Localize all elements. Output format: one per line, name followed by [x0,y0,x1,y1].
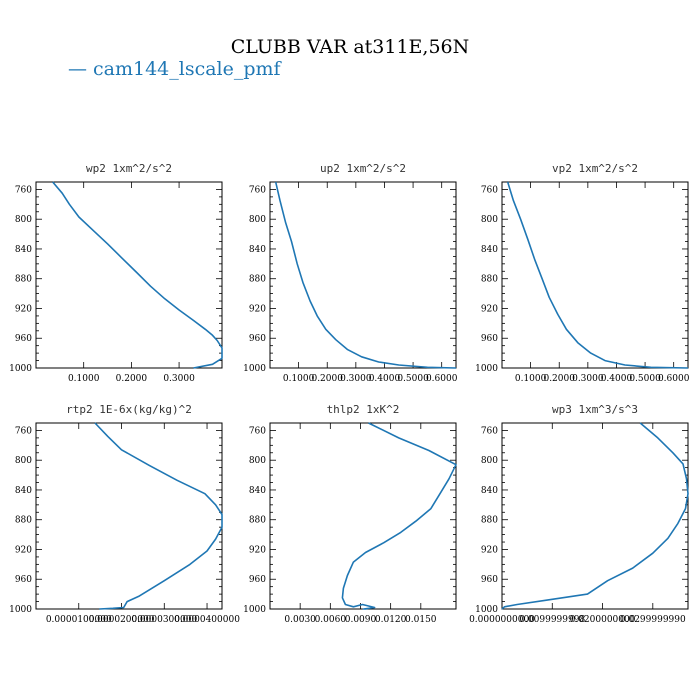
series-line [506,181,689,369]
x-tick-label: 0.0099999998 [519,615,585,625]
y-tick-label: 880 [15,516,32,526]
chart-main-title: CLUBB VAR at311E,56N [230,36,470,58]
plot-frame [35,181,223,369]
plot-frame [501,181,689,369]
panel-title: up2 1xm^2/s^2 [320,162,406,175]
y-tick-label: 760 [15,426,32,436]
x-tick-label: 0.0090 [345,615,377,625]
y-tick-label: 840 [481,245,498,255]
y-tick-label: 1000 [9,364,32,374]
x-tick-label: 0.0299999990 [620,615,686,625]
y-tick-label: 840 [15,486,32,496]
x-tick-label: 0.6000 [426,374,458,384]
x-tick-label: 0.0000300000 [131,615,197,625]
y-tick-label: 1000 [475,364,498,374]
panel-title: rtp2 1E-6x(kg/kg)^2 [66,403,192,416]
legend-label: cam144_lscale_pmf [93,58,281,80]
x-tick-label: 0.4000 [601,374,633,384]
x-tick-label: 0.2000 [543,374,575,384]
x-tick-label: 0.3000 [572,374,604,384]
x-tick-label: 0.6000 [658,374,690,384]
y-tick-label: 960 [481,334,498,344]
plot-frame [35,422,223,610]
y-tick-label: 880 [481,275,498,285]
panel-title: vp2 1xm^2/s^2 [552,162,638,175]
y-tick-label: 960 [249,575,266,585]
y-tick-label: 760 [249,426,266,436]
y-tick-label: 1000 [243,605,266,615]
y-tick-label: 800 [249,456,266,466]
x-tick-label: 0.1000 [515,374,547,384]
x-tick-label: 0.0030 [284,615,316,625]
series-line [341,422,457,610]
y-tick-label: 960 [249,334,266,344]
y-tick-label: 920 [15,304,32,314]
y-tick-label: 920 [249,545,266,555]
y-tick-label: 1000 [9,605,32,615]
series-line [274,181,457,369]
panel-title: wp2 1xm^2/s^2 [86,162,172,175]
legend-line-icon: — [68,58,87,80]
y-tick-label: 840 [15,245,32,255]
y-tick-label: 800 [249,215,266,225]
x-tick-label: 0.2000 [311,374,343,384]
chart-panel-5: thlp2 1xK^276080084088092096010000.00300… [243,403,457,625]
x-tick-label: 0.0000200000 [89,615,155,625]
chart-panel-1: wp2 1xm^2/s^2 760 800 840 880 920 960 1000 0.100… [9,162,223,384]
x-tick-label: 0.1000 [68,374,100,384]
chart-panel-4: rtp2 1E-6x(kg/kg)^2 760 800 840 880 920 960 100… [9,403,240,625]
y-tick-label: 920 [481,545,498,555]
x-tick-label: 0.2000 [116,374,148,384]
y-tick-label: 880 [249,516,266,526]
x-tick-label: 0.0200000000 [570,615,636,625]
y-tick-label: 880 [249,275,266,285]
x-tick-label: 0.3000 [163,374,195,384]
y-tick-label: 960 [481,575,498,585]
x-tick-label: 0.3000 [340,374,372,384]
y-tick-label: 840 [249,245,266,255]
y-tick-label: 920 [15,545,32,555]
x-tick-label: 0.4000 [369,374,401,384]
x-tick-label: 0.5000 [629,374,661,384]
y-tick-label: 760 [481,185,498,195]
y-tick-label: 840 [249,486,266,496]
y-tick-label: 800 [15,215,32,225]
legend: — cam144_lscale_pmf [68,58,281,80]
x-tick-label: 0.1000 [283,374,315,384]
x-tick-label: 0.0000000000 [469,615,535,625]
y-tick-label: 1000 [243,364,266,374]
x-tick-label: 0.0120 [375,615,407,625]
chart-panel-2: up2 1xm^2/s^2 760 800 840 880 920 960 1000 0.100… [243,162,458,384]
chart-panel-3: vp2 1xm^2/s^2 760 800 840 880 920 960 1000 0.100… [475,162,690,384]
panel-title: thlp2 1xK^2 [327,403,400,416]
y-tick-label: 800 [481,215,498,225]
y-tick-label: 760 [481,426,498,436]
y-tick-label: 920 [481,304,498,314]
x-tick-label: 0.0000400000 [174,615,240,625]
panel-title: wp3 1xm^3/s^3 [552,403,638,416]
x-tick-label: 0.0060 [315,615,347,625]
x-tick-label: 0.0150 [405,615,437,625]
y-tick-label: 960 [15,575,32,585]
y-tick-label: 800 [15,456,32,466]
series-line [52,181,223,369]
x-tick-label: 0.5000 [397,374,429,384]
y-tick-label: 760 [249,185,266,195]
chart-panel-6: wp3 1xm^3/s^3 760 800 840 880 920 960 10000.000… [469,403,689,625]
y-tick-label: 840 [481,486,498,496]
plot-frame [269,181,457,369]
y-tick-label: 960 [15,334,32,344]
y-tick-label: 1000 [475,605,498,615]
series-line [94,422,223,610]
y-tick-label: 920 [249,304,266,314]
y-tick-label: 880 [481,516,498,526]
x-tick-label: 0.0000100000 [46,615,112,625]
y-tick-label: 800 [481,456,498,466]
plot-frame [501,422,689,610]
series-line [501,422,689,610]
y-tick-label: 880 [15,275,32,285]
y-tick-label: 760 [15,185,32,195]
